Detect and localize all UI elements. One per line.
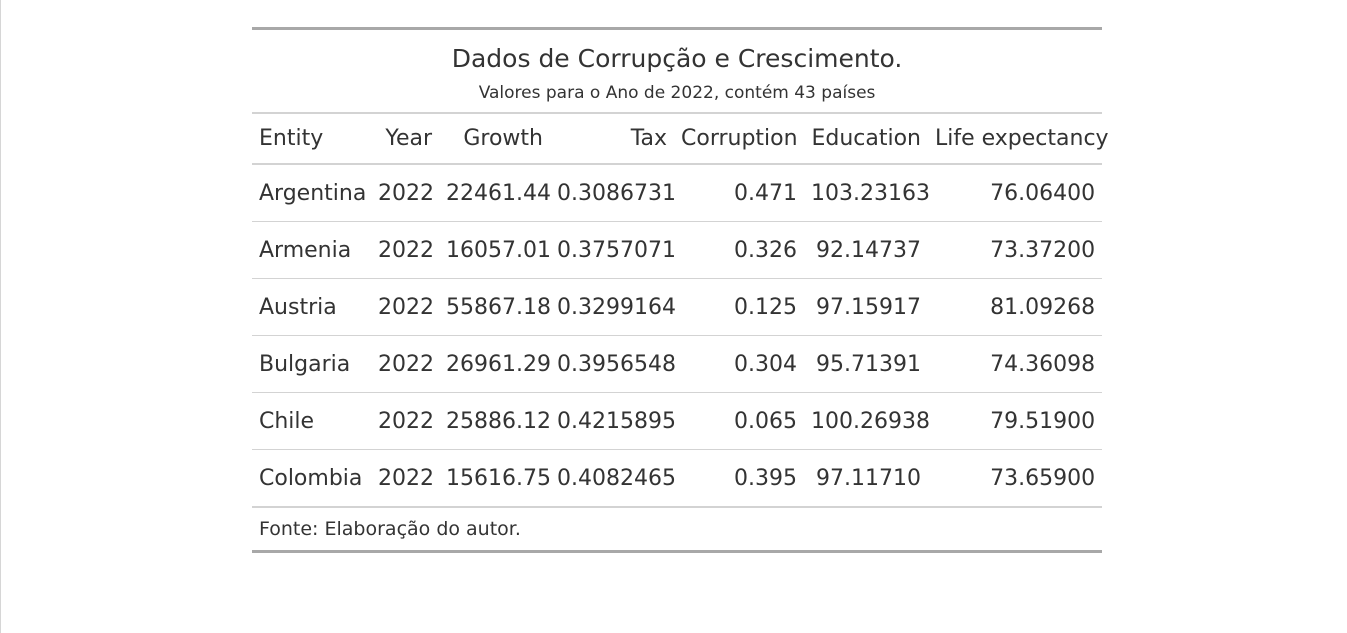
cell-education: 103.23163	[804, 164, 930, 222]
data-table-container: Dados de Corrupção e Crescimento. Valore…	[252, 27, 1109, 553]
column-header-row: Entity Year Growth Tax Corruption Educat…	[252, 113, 1109, 165]
cell-tax: 0.4215895	[550, 392, 676, 450]
cell-entity: Chile	[252, 392, 371, 450]
source-note-row: Fonte: Elaboração do autor.	[252, 507, 1102, 552]
cell-year: 2022	[371, 221, 439, 279]
cell-life-expectancy: 73.65900	[928, 449, 1103, 508]
cell-growth: 15616.75	[439, 449, 551, 508]
table-subtitle-row: Valores para o Ano de 2022, contém 43 pa…	[252, 74, 1103, 114]
cell-growth: 55867.18	[439, 278, 551, 336]
cell-corruption: 0.471	[674, 164, 804, 222]
cell-education: 100.26938	[804, 392, 930, 450]
cell-corruption: 0.304	[674, 335, 804, 393]
cell-tax: 0.3956548	[550, 335, 676, 393]
cell-year: 2022	[371, 335, 439, 393]
column-header-corruption: Corruption	[674, 113, 804, 165]
cell-life-expectancy: 79.51900	[928, 392, 1103, 450]
cell-education: 97.15917	[804, 278, 928, 336]
column-header-growth: Growth	[439, 113, 550, 165]
cell-growth: 25886.12	[439, 392, 551, 450]
column-header-life-expectancy: Life expectancy	[928, 113, 1109, 165]
cell-entity: Bulgaria	[252, 335, 371, 393]
table-row: Colombia 2022 15616.75 0.4082465 0.395 9…	[252, 449, 1103, 508]
cell-entity: Austria	[252, 278, 371, 336]
table-subtitle: Valores para o Ano de 2022, contém 43 pa…	[252, 74, 1103, 114]
cell-life-expectancy: 81.09268	[928, 278, 1103, 336]
cell-life-expectancy: 74.36098	[928, 335, 1103, 393]
cell-entity: Argentina	[252, 164, 371, 222]
cell-tax: 0.3757071	[550, 221, 676, 279]
cell-year: 2022	[371, 278, 439, 336]
cell-growth: 26961.29	[439, 335, 551, 393]
cell-corruption: 0.065	[674, 392, 804, 450]
table-row: Bulgaria 2022 26961.29 0.3956548 0.304 9…	[252, 335, 1103, 393]
data-table: Dados de Corrupção e Crescimento. Valore…	[252, 27, 1109, 553]
cell-life-expectancy: 73.37200	[928, 221, 1103, 279]
source-note: Fonte: Elaboração do autor.	[259, 518, 521, 540]
table-row: Austria 2022 55867.18 0.3299164 0.125 97…	[252, 278, 1103, 336]
column-header-entity: Entity	[252, 113, 371, 165]
cell-education: 95.71391	[804, 335, 928, 393]
cell-growth: 16057.01	[439, 221, 551, 279]
cell-entity: Colombia	[252, 449, 371, 508]
cell-corruption: 0.125	[674, 278, 804, 336]
cell-year: 2022	[371, 392, 439, 450]
cell-corruption: 0.395	[674, 449, 804, 508]
column-header-tax: Tax	[550, 113, 674, 165]
cell-year: 2022	[371, 164, 439, 222]
column-header-year: Year	[371, 113, 439, 165]
cell-tax: 0.4082465	[550, 449, 676, 508]
cell-life-expectancy: 76.06400	[928, 164, 1103, 222]
cell-growth: 22461.44	[439, 164, 551, 222]
column-header-education: Education	[804, 113, 928, 165]
table-title: Dados de Corrupção e Crescimento.	[451, 43, 903, 73]
cell-education: 97.11710	[804, 449, 928, 508]
cell-entity: Armenia	[252, 221, 371, 279]
cell-tax: 0.3086731	[550, 164, 676, 222]
cell-year: 2022	[371, 449, 439, 508]
cell-tax: 0.3299164	[550, 278, 676, 336]
cell-education: 92.14737	[804, 221, 928, 279]
table-title-row: Dados de Corrupção e Crescimento.	[252, 29, 1102, 75]
table-row: Chile 2022 25886.12 0.4215895 0.065 100.…	[252, 392, 1103, 450]
cell-corruption: 0.326	[674, 221, 804, 279]
table-row: Argentina 2022 22461.44 0.3086731 0.471 …	[252, 164, 1103, 222]
table-row: Armenia 2022 16057.01 0.3757071 0.326 92…	[252, 221, 1103, 279]
